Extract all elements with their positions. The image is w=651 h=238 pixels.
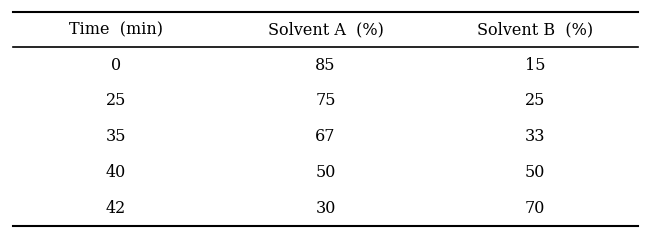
Text: 40: 40 bbox=[106, 164, 126, 181]
Text: Time  (min): Time (min) bbox=[69, 21, 163, 38]
Text: 42: 42 bbox=[106, 200, 126, 217]
Text: 33: 33 bbox=[525, 128, 545, 145]
Text: 50: 50 bbox=[315, 164, 336, 181]
Text: 0: 0 bbox=[111, 57, 121, 74]
Text: 35: 35 bbox=[106, 128, 126, 145]
Text: 70: 70 bbox=[525, 200, 545, 217]
Text: 67: 67 bbox=[315, 128, 336, 145]
Text: 25: 25 bbox=[106, 92, 126, 109]
Text: 30: 30 bbox=[315, 200, 336, 217]
Text: Solvent B  (%): Solvent B (%) bbox=[477, 21, 593, 38]
Text: 85: 85 bbox=[315, 57, 336, 74]
Text: 75: 75 bbox=[315, 92, 336, 109]
Text: 15: 15 bbox=[525, 57, 545, 74]
Text: 25: 25 bbox=[525, 92, 545, 109]
Text: 50: 50 bbox=[525, 164, 545, 181]
Text: Solvent A  (%): Solvent A (%) bbox=[268, 21, 383, 38]
